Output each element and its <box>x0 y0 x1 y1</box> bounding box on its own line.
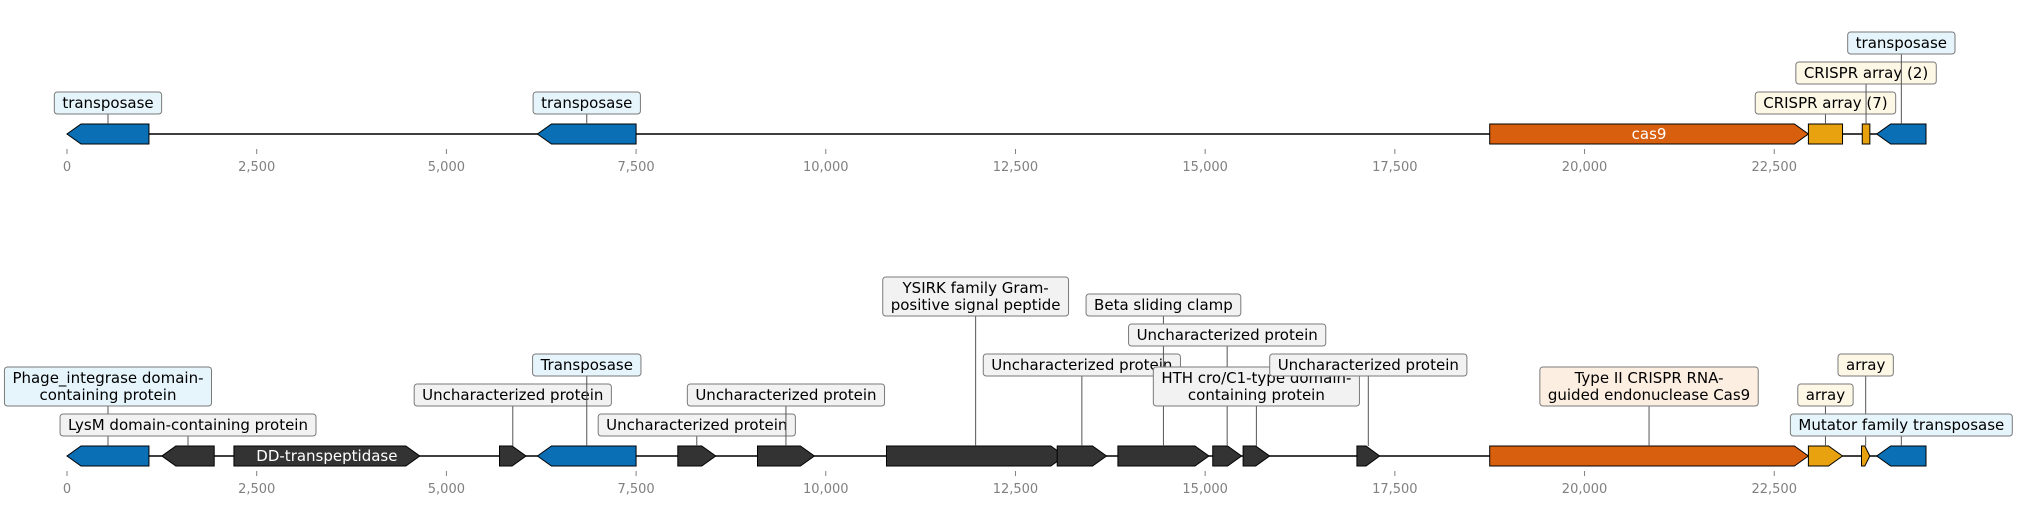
tick-label: 5,000 <box>428 482 465 497</box>
gene-crispr <box>1807 123 1844 145</box>
feature-label: Type II CRISPR RNA- <box>1574 369 1724 387</box>
tick-label: 7,500 <box>617 160 654 175</box>
gene-other <box>1212 445 1243 467</box>
gene-transposase <box>66 123 150 145</box>
label-box <box>686 383 886 407</box>
label-box <box>1754 91 1897 115</box>
tick-label: 12,500 <box>993 482 1039 497</box>
label-box <box>882 276 1070 317</box>
gene-other <box>233 445 421 467</box>
tick-label: 22,500 <box>1751 160 1797 175</box>
gene-other <box>499 445 527 467</box>
feature-label: Beta sliding clamp <box>1094 296 1233 314</box>
label-box <box>59 413 317 437</box>
label-box <box>3 366 213 407</box>
label-box <box>413 383 612 407</box>
feature-label: containing protein <box>39 386 176 404</box>
gene-other <box>756 445 816 467</box>
tick-label: 20,000 <box>1562 160 1608 175</box>
gene-crispr <box>1861 445 1871 467</box>
feature-label: positive signal peptide <box>891 296 1061 314</box>
label-box <box>1128 323 1327 347</box>
feature-label: Uncharacterized protein <box>991 356 1172 374</box>
gene-crispr <box>1807 445 1844 467</box>
label-box <box>532 91 641 115</box>
feature-label: Uncharacterized protein <box>1278 356 1459 374</box>
gene-other <box>1356 445 1381 467</box>
gene-transposase <box>536 123 637 145</box>
tick-label: 2,500 <box>238 160 275 175</box>
tick-label: 0 <box>63 160 71 175</box>
gene-inner-label: cas9 <box>1632 125 1667 143</box>
gene-transposase <box>66 445 150 467</box>
feature-label: Phage_integrase domain- <box>12 369 203 388</box>
label-box <box>1085 293 1242 317</box>
gene-crispr <box>1861 123 1871 145</box>
tick-label: 22,500 <box>1751 482 1797 497</box>
tick-label: 12,500 <box>993 160 1039 175</box>
label-box <box>597 413 796 437</box>
tick-label: 15,000 <box>1182 160 1228 175</box>
tick-label: 2,500 <box>238 482 275 497</box>
gene-other <box>1242 445 1271 467</box>
label-box <box>53 91 163 115</box>
gene-other <box>885 445 1066 467</box>
gene-other <box>1056 445 1108 467</box>
tick-label: 15,000 <box>1182 482 1228 497</box>
track-top: 0 2,500 5,000 7,500 10,000 12,500 15,000 17,500… <box>53 31 1956 175</box>
tick-label: 5,000 <box>428 160 465 175</box>
label-box <box>1152 366 1360 407</box>
feature-label: Uncharacterized protein <box>695 386 876 404</box>
feature-label: CRISPR array (2) <box>1804 64 1928 82</box>
feature-label: array <box>1806 386 1845 404</box>
feature-label: transposase <box>541 94 632 112</box>
label-box <box>1797 383 1854 407</box>
gene-transposase <box>1875 445 1927 467</box>
feature-label: containing protein <box>1188 386 1325 404</box>
tick-label: 20,000 <box>1562 482 1608 497</box>
label-box <box>1847 31 1956 55</box>
tick-label: 17,500 <box>1372 482 1418 497</box>
label-box <box>1539 366 1759 407</box>
label-box <box>982 353 1181 377</box>
feature-label: guided endonuclease Cas9 <box>1548 386 1750 404</box>
gene-transposase <box>1875 123 1927 145</box>
gene-other <box>160 445 215 467</box>
gene-other <box>1117 445 1210 467</box>
gene-inner-label: DD-transpeptidase <box>256 447 397 465</box>
gene-cas9 <box>1489 445 1810 467</box>
feature-label: Mutator family transposase <box>1798 416 2004 434</box>
feature-label: Uncharacterized protein <box>606 416 787 434</box>
label-box <box>1789 413 2013 437</box>
label-box <box>532 353 642 377</box>
tick-label: 10,000 <box>803 482 849 497</box>
tick-label: 17,500 <box>1372 160 1418 175</box>
feature-label: Uncharacterized protein <box>422 386 603 404</box>
tick-label: 10,000 <box>803 160 849 175</box>
gene-other <box>677 445 717 467</box>
label-box <box>1837 353 1894 377</box>
track-bottom: 0 2,500 5,000 7,500 10,000 12,500 15,000 17,500… <box>3 276 2013 497</box>
feature-label: CRISPR array (7) <box>1763 94 1887 112</box>
feature-label: transposase <box>1856 34 1947 52</box>
feature-label: Uncharacterized protein <box>1137 326 1318 344</box>
feature-label: array <box>1846 356 1885 374</box>
feature-label: LysM domain-containing protein <box>68 416 308 434</box>
feature-label: YSIRK family Gram- <box>902 279 1049 297</box>
tick-label: 7,500 <box>617 482 654 497</box>
feature-label: transposase <box>62 94 153 112</box>
label-box <box>1269 353 1468 377</box>
tick-label: 0 <box>63 482 71 497</box>
feature-label: Transposase <box>540 356 633 374</box>
gene-transposase <box>536 445 637 467</box>
gene-cas9 <box>1489 123 1810 145</box>
